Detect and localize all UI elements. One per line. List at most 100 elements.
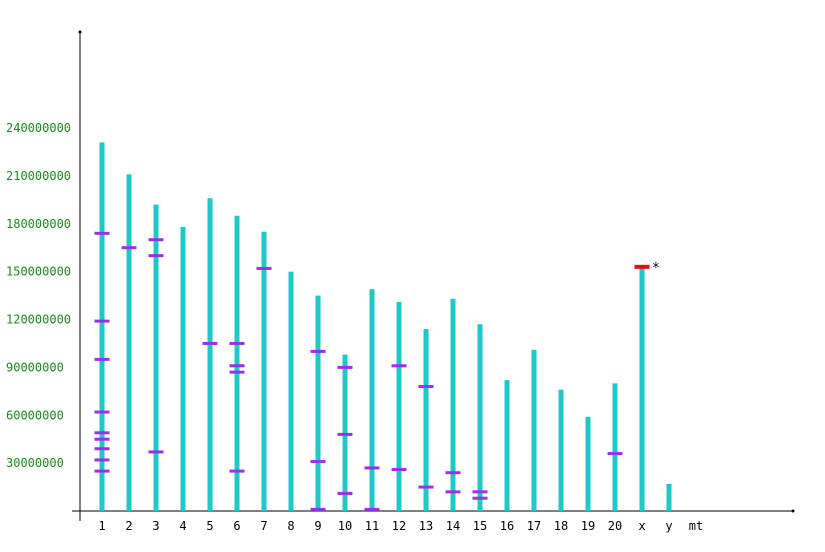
x-tick-label: 1 xyxy=(98,519,105,533)
marker-chr-7 xyxy=(256,266,272,270)
marker-chr-1 xyxy=(94,447,110,451)
x-tick-label: 20 xyxy=(608,519,622,533)
x-tick-label: 7 xyxy=(260,519,267,533)
chromosome-bar-19 xyxy=(585,416,591,511)
x-axis-end xyxy=(791,509,795,513)
y-tick-label: 90000000 xyxy=(6,360,64,374)
marker-chr-1 xyxy=(94,231,110,235)
marker-chr-1 xyxy=(94,357,110,361)
chromosome-bar-17 xyxy=(531,349,537,511)
y-tick-label: 60000000 xyxy=(6,408,64,422)
marker-chr-6 xyxy=(229,341,245,345)
marker-chr-1 xyxy=(94,319,110,323)
marker-chr-3 xyxy=(148,238,164,242)
chromosome-bar-12 xyxy=(396,301,402,511)
y-tick-label: 30000000 xyxy=(6,456,64,470)
marker-chr-1 xyxy=(94,458,110,462)
highlight-marker-group: * xyxy=(634,261,660,276)
marker-chr-3 xyxy=(148,450,164,454)
chromosome-bar-1 xyxy=(99,142,105,512)
x-tick-label: mt xyxy=(689,519,703,533)
x-tick-label: 10 xyxy=(338,519,352,533)
marker-chr-1 xyxy=(94,410,110,414)
chromosome-bar-6 xyxy=(234,215,240,512)
chromosome-markers xyxy=(94,231,623,511)
y-axis-end xyxy=(78,30,82,34)
y-axis-ticks: 30000000 60000000 90000000 120000000 1500000… xyxy=(6,121,71,470)
marker-chr-9 xyxy=(310,507,326,511)
marker-chr-20 xyxy=(607,452,623,456)
axes xyxy=(72,30,795,521)
marker-chr-1 xyxy=(94,437,110,441)
y-tick-label: 180000000 xyxy=(6,217,71,231)
marker-chr-9 xyxy=(310,460,326,464)
marker-chr-11 xyxy=(364,466,380,470)
marker-chr-10 xyxy=(337,365,353,369)
chromosome-bar-5 xyxy=(207,198,213,511)
chromosome-bar-18 xyxy=(558,389,564,511)
x-tick-label: 19 xyxy=(581,519,595,533)
x-tick-label: 16 xyxy=(500,519,514,533)
x-tick-label: 11 xyxy=(365,519,379,533)
x-tick-label: 6 xyxy=(233,519,240,533)
x-axis-ticks: 1 2 3 4 5 6 7 8 9 10 11 12 13 14 15 16 17 18 19 20 x y mt xyxy=(98,519,703,533)
marker-chr-9 xyxy=(310,349,326,353)
chromosome-bar-9 xyxy=(315,295,321,511)
marker-chr-6 xyxy=(229,370,245,374)
chromosome-bar-13 xyxy=(423,329,429,511)
chromosome-bar-16 xyxy=(504,380,510,511)
chromosome-bar-15 xyxy=(477,324,483,511)
x-tick-label: 12 xyxy=(392,519,406,533)
x-tick-label: 18 xyxy=(554,519,568,533)
marker-chr-14 xyxy=(445,490,461,494)
chromosome-bar-3 xyxy=(153,204,159,511)
marker-chr-6 xyxy=(229,364,245,368)
chromosome-bar-2 xyxy=(126,174,132,511)
marker-chr-13 xyxy=(418,485,434,489)
y-tick-label: 240000000 xyxy=(6,121,71,135)
chromosome-bar-8 xyxy=(288,271,294,511)
chromosome-bar-4 xyxy=(180,226,186,512)
marker-chr-2 xyxy=(121,246,137,250)
chromosome-bar-x xyxy=(639,268,645,511)
x-tick-label: 3 xyxy=(152,519,159,533)
marker-chr-11 xyxy=(364,507,380,511)
x-tick-label: 2 xyxy=(125,519,132,533)
marker-chr-6 xyxy=(229,469,245,473)
marker-chr-10 xyxy=(337,491,353,495)
chromosome-bar-y xyxy=(666,483,672,511)
x-tick-label: 4 xyxy=(179,519,186,533)
x-tick-label: 13 xyxy=(419,519,433,533)
marker-chr-3 xyxy=(148,254,164,258)
marker-chr-1 xyxy=(94,469,110,473)
y-tick-label: 210000000 xyxy=(6,169,71,183)
chromosome-bar-7 xyxy=(261,231,267,511)
marker-chr-14 xyxy=(445,471,461,475)
marker-chr-15 xyxy=(472,496,488,500)
chromosome-bar-14 xyxy=(450,298,456,511)
x-tick-label: 8 xyxy=(287,519,294,533)
highlight-marker xyxy=(634,264,650,269)
x-tick-label: x xyxy=(638,519,645,533)
x-tick-label: 15 xyxy=(473,519,487,533)
x-tick-label: 5 xyxy=(206,519,213,533)
marker-chr-1 xyxy=(94,431,110,435)
y-tick-label: 150000000 xyxy=(6,265,71,279)
chromosome-bar-10 xyxy=(342,354,348,511)
marker-chr-5 xyxy=(202,341,218,345)
marker-chr-12 xyxy=(391,364,407,368)
x-tick-label: 9 xyxy=(314,519,321,533)
x-tick-label: 14 xyxy=(446,519,460,533)
marker-chr-13 xyxy=(418,385,434,389)
marker-chr-12 xyxy=(391,468,407,472)
highlight-label: * xyxy=(652,261,660,276)
marker-chr-10 xyxy=(337,432,353,436)
x-tick-label: 17 xyxy=(527,519,541,533)
chromosome-bars xyxy=(99,142,672,512)
y-tick-label: 120000000 xyxy=(6,313,71,327)
chromosome-bar-20 xyxy=(612,383,618,511)
x-tick-label: y xyxy=(665,519,672,533)
marker-chr-15 xyxy=(472,490,488,494)
chromosome-bar-11 xyxy=(369,289,375,511)
